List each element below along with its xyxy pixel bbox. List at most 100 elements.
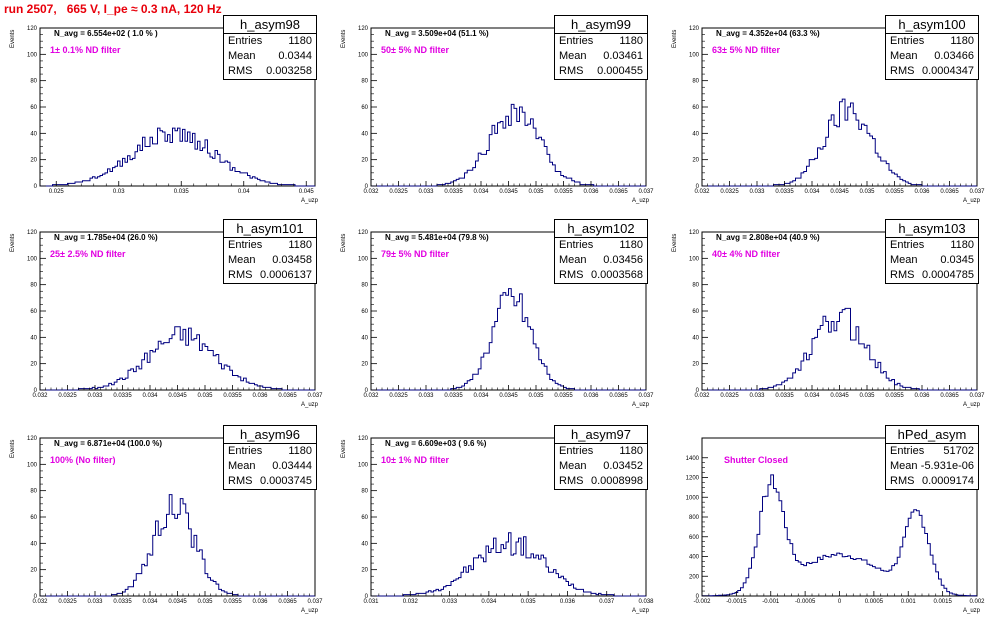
x-tick-label: 0.037	[599, 599, 615, 605]
y-tick-label: 0	[34, 184, 38, 190]
x-tick-label: 0.001	[901, 599, 917, 605]
y-tick-label: 80	[361, 283, 368, 289]
stats-row-entries: Entries 1180	[224, 34, 316, 49]
x-tick-label: 0.037	[638, 189, 654, 195]
y-tick-label: 100	[358, 462, 369, 468]
stats-value: 0.0009174	[922, 475, 974, 487]
y-tick-label: 100	[689, 52, 700, 58]
y-tick-label: 20	[361, 362, 368, 368]
x-tick-label: 0	[838, 599, 842, 605]
stats-value: 0.0008998	[591, 475, 643, 487]
y-tick-label: 60	[30, 515, 37, 521]
stats-row-mean: Mean 0.03466	[886, 49, 978, 64]
y-tick-label: 100	[27, 462, 38, 468]
x-tick-label: 0.038	[638, 599, 654, 605]
stats-label: Mean	[890, 460, 918, 472]
x-tick-label: 0.0325	[389, 393, 408, 399]
stats-label: Mean	[559, 460, 587, 472]
stats-value: 0.03461	[603, 50, 643, 62]
y-tick-label: 100	[358, 52, 369, 58]
x-tick-label: 0.032	[363, 189, 379, 195]
stats-title: hPed_asym	[886, 426, 978, 444]
x-tick-label: 0.035	[859, 393, 875, 399]
stats-value: 1180	[619, 239, 643, 251]
x-tick-label: 0.0345	[168, 393, 187, 399]
stats-row-mean: Mean 0.03444	[224, 459, 316, 474]
x-tick-label: 0.034	[473, 189, 489, 195]
y-tick-label: 40	[692, 335, 699, 341]
y-tick-label: 60	[30, 105, 37, 111]
x-tick-label: 0.0365	[940, 189, 959, 195]
stats-title: h_asym98	[224, 16, 316, 34]
y-tick-label: 20	[361, 568, 368, 574]
stats-label: RMS	[228, 269, 253, 281]
y-tick-label: 600	[689, 535, 700, 541]
y-tick-label: 0	[696, 388, 700, 394]
y-tick-label: 120	[689, 230, 700, 236]
y-tick-label: 80	[692, 283, 699, 289]
x-tick-label: 0.0355	[885, 393, 904, 399]
y-tick-label: 40	[30, 541, 37, 547]
stats-box: h_asym103 Entries 1180 Mean 0.0345 RMS 0.00047…	[885, 219, 979, 284]
stats-value: 0.0003745	[260, 475, 312, 487]
y-tick-label: 80	[30, 489, 37, 495]
x-axis-label: A_uzp	[632, 402, 650, 408]
stats-label: Mean	[559, 254, 587, 266]
y-tick-label: 80	[30, 79, 37, 85]
stats-row-mean: Mean 0.0345	[886, 253, 978, 268]
y-tick-label: 100	[358, 256, 369, 262]
stats-row-mean: Mean 0.03461	[555, 49, 647, 64]
x-tick-label: 0.036	[583, 189, 599, 195]
stats-value: 1180	[950, 35, 974, 47]
histogram-svg: 0.031 0.032 0.033 0.034 0.035 0.036 0.037 0.038…	[358, 436, 654, 605]
histogram-panel: 0.032 0.0325 0.033 0.0335 0.034 0.0345 0.035 0.…	[0, 218, 331, 414]
y-tick-label: 1000	[686, 495, 700, 501]
stats-value: 0.03444	[272, 460, 312, 472]
stats-row-entries: Entries 1180	[886, 238, 978, 253]
y-tick-label: 100	[27, 256, 38, 262]
x-tick-label: 0.031	[363, 599, 379, 605]
x-tick-label: 0.0345	[168, 599, 187, 605]
x-axis-label: A_uzp	[963, 198, 981, 204]
x-tick-label: 0.036	[560, 599, 576, 605]
stats-label: RMS	[559, 475, 584, 487]
histogram-panel: 0.031 0.032 0.033 0.034 0.035 0.036 0.037 0.038…	[331, 424, 662, 620]
stats-title: h_asym103	[886, 220, 978, 238]
histogram-bars	[701, 474, 978, 597]
filter-label: 100% (No filter)	[50, 455, 116, 465]
histogram-bars	[371, 103, 646, 187]
x-tick-label: 0.035	[174, 189, 190, 195]
y-axis-label: Events	[672, 29, 678, 48]
stats-label: Mean	[890, 50, 918, 62]
x-tick-label: 0.0325	[58, 393, 77, 399]
stats-value: 1180	[288, 35, 312, 47]
navg-label: N_avg = 5.481e+04 (79.8 %)	[385, 233, 489, 242]
y-tick-label: 20	[692, 158, 699, 164]
y-tick-label: 0	[34, 388, 38, 394]
x-tick-label: 0.036	[914, 189, 930, 195]
stats-value: 1180	[288, 239, 312, 251]
stats-value: 0.0004347	[922, 65, 974, 77]
y-tick-label: 20	[361, 158, 368, 164]
filter-label: 10± 1% ND filter	[381, 455, 449, 465]
filter-label: 50± 5% ND filter	[381, 45, 449, 55]
y-tick-label: 80	[361, 79, 368, 85]
x-axis-label: A_uzp	[632, 198, 650, 204]
navg-label: N_avg = 2.808e+04 (40.9 %)	[716, 233, 820, 242]
y-tick-label: 0	[696, 594, 700, 600]
stats-row-entries: Entries 1180	[555, 238, 647, 253]
stats-label: Mean	[228, 50, 256, 62]
x-tick-label: 0.033	[87, 393, 103, 399]
y-axis-label: Events	[10, 233, 16, 252]
stats-row-rms: RMS 0.000455	[555, 64, 647, 79]
histogram-svg: 0.032 0.0325 0.033 0.0335 0.034 0.0345 0.035 0.…	[27, 436, 323, 605]
y-tick-label: 100	[27, 52, 38, 58]
y-tick-label: 200	[689, 574, 700, 580]
y-tick-label: 40	[361, 131, 368, 137]
y-tick-label: 20	[30, 362, 37, 368]
stats-row-rms: RMS 0.0003745	[224, 474, 316, 489]
stats-label: Entries	[890, 445, 925, 457]
x-axis-label: A_uzp	[632, 608, 650, 614]
stats-row-entries: Entries 1180	[224, 238, 316, 253]
